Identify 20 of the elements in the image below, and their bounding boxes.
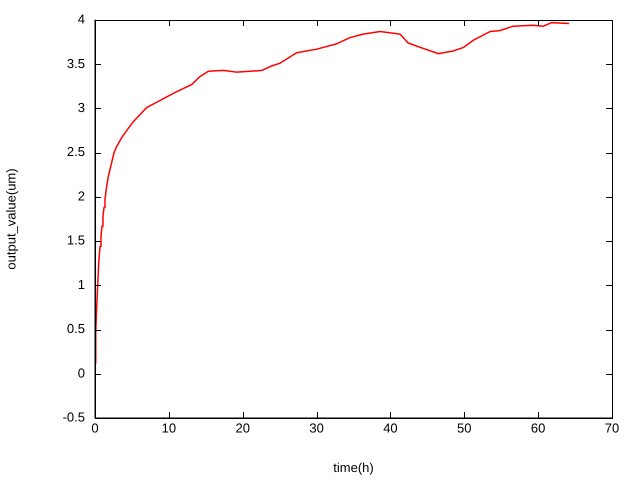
x-tick-label: 20	[235, 420, 250, 436]
y-tick-label: 3.5	[66, 56, 85, 71]
x-tick-label: 30	[309, 420, 324, 436]
x-tick-label: 0	[91, 420, 99, 436]
y-tick-label: 0.5	[66, 321, 85, 336]
y-tick-label: 1	[78, 276, 85, 292]
x-tick-label: 40	[383, 420, 398, 436]
x-tick-label: 60	[530, 420, 546, 436]
y-tick-label: 4	[78, 12, 85, 27]
y-tick-label: 1.5	[66, 232, 85, 248]
y-axis-title: output_value(um)	[3, 168, 18, 270]
y-tick-label: 0	[78, 365, 85, 380]
y-tick-label: -0.5	[62, 410, 85, 425]
x-tick-label: 50	[457, 420, 472, 436]
y-tick-label: 2.5	[66, 144, 85, 160]
y-tick-label: 2	[78, 188, 85, 204]
x-tick-label: 70	[604, 420, 620, 436]
x-axis-title: time(h)	[333, 460, 374, 475]
x-tick-label: 10	[162, 420, 176, 436]
y-tick-label: 3	[78, 100, 85, 116]
